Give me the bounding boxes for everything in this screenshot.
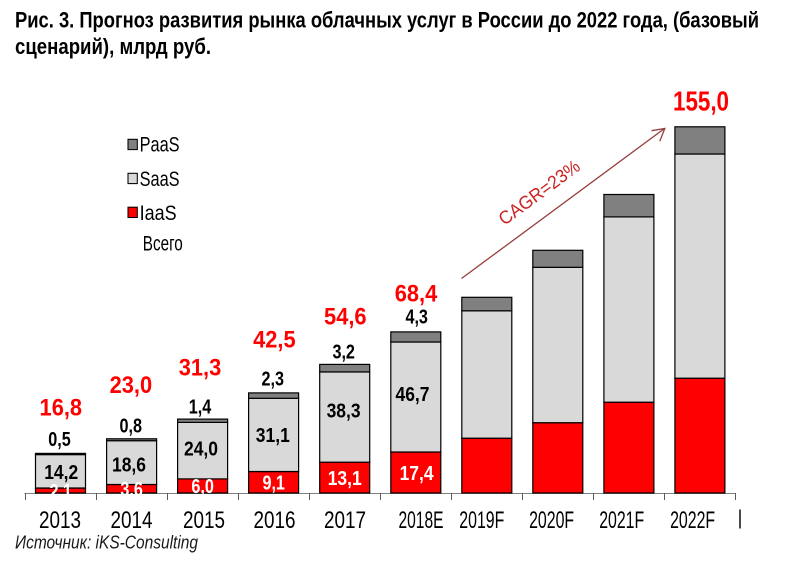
svg-text:1,4: 1,4	[189, 397, 212, 419]
svg-text:38,3: 38,3	[327, 400, 361, 422]
svg-text:9,1: 9,1	[262, 473, 285, 495]
svg-text:2022F: 2022F	[670, 507, 715, 534]
svg-text:16,8: 16,8	[40, 395, 83, 422]
svg-text:2021F: 2021F	[599, 507, 644, 534]
svg-text:2014: 2014	[111, 507, 153, 534]
svg-text:24,0: 24,0	[184, 439, 218, 461]
svg-text:0,5: 0,5	[48, 429, 71, 451]
svg-text:13,1: 13,1	[328, 468, 362, 490]
svg-text:2018E: 2018E	[399, 507, 444, 534]
svg-text:2,3: 2,3	[262, 369, 285, 391]
svg-text:IaaS: IaaS	[140, 202, 177, 225]
svg-text:31,3: 31,3	[179, 354, 222, 381]
svg-text:6,0: 6,0	[191, 476, 214, 498]
svg-text:2,1: 2,1	[49, 481, 72, 503]
svg-text:42,5: 42,5	[253, 327, 296, 354]
svg-text:14,2: 14,2	[44, 462, 78, 484]
svg-text:2013: 2013	[39, 507, 81, 534]
svg-text:3,2: 3,2	[332, 341, 355, 363]
svg-text:Всего: Всего	[143, 233, 183, 256]
svg-text:2019F: 2019F	[459, 507, 504, 534]
svg-text:4,3: 4,3	[405, 307, 428, 329]
svg-text:Источник: iKS-Consulting: Источник: iKS-Consulting	[15, 533, 198, 553]
svg-text:SaaS: SaaS	[140, 168, 180, 191]
svg-text:PaaS: PaaS	[140, 134, 180, 157]
svg-text:Рис. 3. Прогноз развития рынка: Рис. 3. Прогноз развития рынка облачных …	[15, 8, 759, 33]
svg-text:сценарий), млрд руб.: сценарий), млрд руб.	[15, 34, 211, 59]
svg-text:155,0: 155,0	[673, 85, 729, 116]
svg-text:18,6: 18,6	[112, 455, 146, 477]
svg-text:31,1: 31,1	[256, 425, 290, 447]
svg-text:0,8: 0,8	[120, 415, 143, 437]
svg-text:3,6: 3,6	[120, 479, 143, 501]
svg-text:46,7: 46,7	[396, 384, 430, 406]
svg-text:2015: 2015	[183, 507, 225, 534]
svg-text:2020F: 2020F	[529, 507, 574, 534]
svg-text:54,6: 54,6	[324, 304, 367, 331]
svg-text:68,4: 68,4	[395, 281, 438, 308]
svg-text:2017: 2017	[324, 507, 366, 534]
svg-text:2016: 2016	[254, 507, 296, 534]
svg-text:23,0: 23,0	[110, 372, 153, 399]
svg-text:17,4: 17,4	[400, 463, 435, 485]
